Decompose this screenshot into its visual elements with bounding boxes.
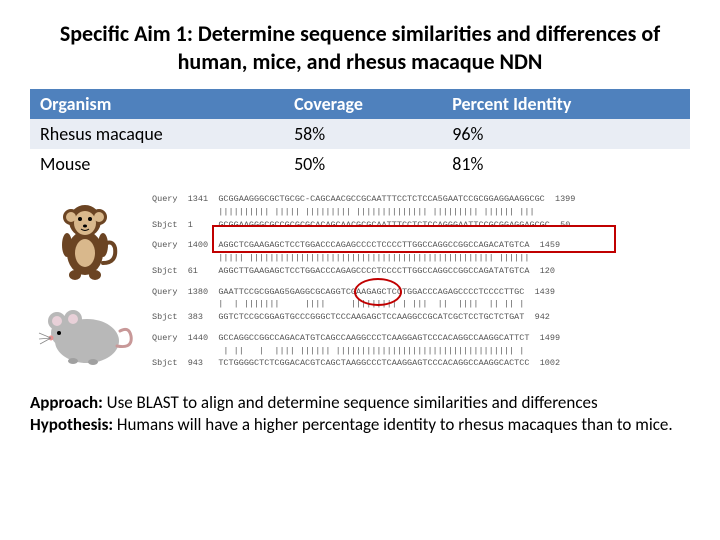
hypothesis-label: Hypothesis: xyxy=(30,414,113,435)
cell-organism: Rhesus macaque xyxy=(30,119,284,149)
cell-coverage: 50% xyxy=(284,149,442,179)
col-organism: Organism xyxy=(30,89,284,119)
table-row: Mouse 50% 81% xyxy=(30,149,690,179)
cell-coverage: 58% xyxy=(284,119,442,149)
cell-organism: Mouse xyxy=(30,149,284,179)
col-identity: Percent Identity xyxy=(442,89,690,119)
bottom-text: Approach: Use BLAST to align and determi… xyxy=(30,392,690,436)
table-header-row: Organism Coverage Percent Identity xyxy=(30,89,690,119)
alignment-block-4: Query 1440 GCCAGGCCGGCCAGACATGTCAGCCAAGG… xyxy=(152,332,690,370)
blast-alignments: Query 1341 GCGGAAGGGCGCTGCGC-CAGCAACGCCG… xyxy=(152,193,690,378)
cell-identity: 81% xyxy=(442,149,690,179)
alignment-block-2: Query 1400 AGGCTCGAAGAGCTCCTGGACCCAGAGCC… xyxy=(152,239,690,277)
identity-table: Organism Coverage Percent Identity Rhesu… xyxy=(30,89,690,179)
monkey-icon xyxy=(45,193,125,283)
table-row: Rhesus macaque 58% 96% xyxy=(30,119,690,149)
hypothesis-text: Humans will have a higher percentage ide… xyxy=(113,414,673,435)
cell-identity: 96% xyxy=(442,119,690,149)
approach-text: Use BLAST to align and determine sequenc… xyxy=(103,392,598,413)
mouse-icon xyxy=(35,291,135,371)
alignment-block-3: Query 1380 GAATTCCGCGGAG5GAGGCGCAGGTCGAA… xyxy=(152,286,690,324)
approach-label: Approach: xyxy=(30,392,103,413)
page-title: Specific Aim 1: Determine sequence simil… xyxy=(30,20,690,75)
alignment-block-1: Query 1341 GCGGAAGGGCGCTGCGC-CAGCAACGCCG… xyxy=(152,193,690,231)
col-coverage: Coverage xyxy=(284,89,442,119)
content-row: Query 1341 GCGGAAGGGCGCTGCGC-CAGCAACGCCG… xyxy=(30,193,690,378)
animals-column xyxy=(30,193,140,378)
